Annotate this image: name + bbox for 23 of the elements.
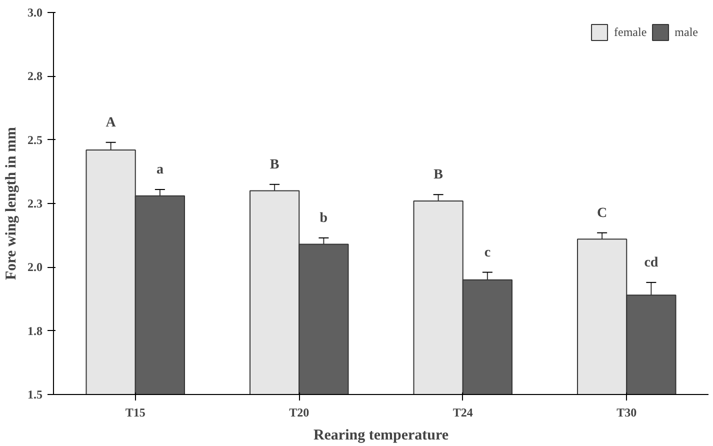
y-tick-label: 2.8 [28, 69, 42, 84]
y-tick-label: 2.0 [28, 260, 42, 274]
data-label: B [270, 157, 280, 172]
x-tick-label: T30 [616, 406, 637, 420]
legend-label: male [674, 24, 698, 40]
data-label: A [106, 115, 117, 130]
x-tick-label: T20 [289, 406, 310, 420]
x-tick-label: T15 [125, 406, 146, 420]
y-tick-label: 2.5 [28, 132, 42, 147]
y-tick-label: 3.0 [28, 6, 42, 20]
data-label: b [320, 210, 328, 226]
legend-label: female [614, 24, 647, 40]
data-label: C [597, 206, 608, 221]
y-tick-label: 1.5 [28, 388, 42, 402]
data-label: B [434, 168, 443, 183]
data-label: a [156, 162, 164, 178]
y-tick-label: 2.3 [28, 196, 42, 210]
x-tick-label: T24 [452, 406, 473, 420]
data-label: cd [644, 255, 658, 270]
x-axis-title: Rearing temperature [313, 428, 449, 444]
y-axis-title: Fore wing length in mm [4, 126, 20, 280]
y-tick-label: 1.8 [28, 324, 42, 338]
data-label: c [484, 245, 491, 260]
